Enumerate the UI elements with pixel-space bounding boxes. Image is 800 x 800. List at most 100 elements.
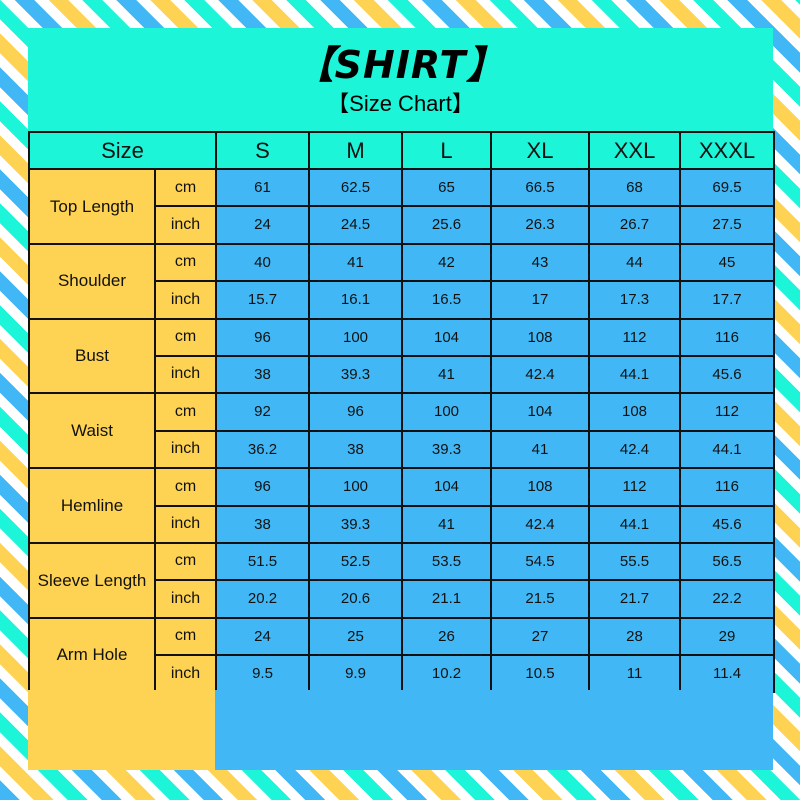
unit-label: cm bbox=[153, 167, 218, 208]
value-cell: 17.3 bbox=[588, 280, 682, 320]
value-cell: 104 bbox=[490, 392, 591, 432]
unit-label: cm bbox=[153, 541, 218, 582]
value-cell: 43 bbox=[490, 242, 591, 283]
value-cell: 41 bbox=[308, 242, 404, 283]
value-cell: 17.7 bbox=[679, 280, 776, 320]
table-row: inch 38 39.3 41 42.4 44.1 45.6 bbox=[29, 504, 776, 544]
value-cell: 44.1 bbox=[588, 504, 682, 544]
table-row: Bust cm 96 100 104 108 112 116 bbox=[28, 317, 776, 395]
value-cell: 16.1 bbox=[308, 280, 404, 320]
table-row: inch 20.2 20.6 21.1 21.5 21.7 22.2 bbox=[29, 579, 776, 619]
value-cell: 55.5 bbox=[588, 541, 682, 582]
value-cell: 54.5 bbox=[490, 541, 591, 582]
value-cell: 15.7 bbox=[215, 280, 311, 320]
value-cell: 68 bbox=[588, 167, 682, 208]
value-cell: 11 bbox=[588, 654, 682, 694]
value-cell: 42 bbox=[401, 242, 493, 283]
value-cell: 41 bbox=[401, 504, 493, 544]
value-cell: 65 bbox=[401, 167, 493, 208]
value-cell: 22.2 bbox=[679, 579, 776, 619]
value-cell: 45.6 bbox=[679, 354, 776, 395]
unit-label: cm bbox=[153, 616, 218, 657]
value-cell: 100 bbox=[308, 467, 404, 507]
value-cell: 17 bbox=[490, 280, 591, 320]
size-header-l: L bbox=[401, 131, 493, 170]
measurement-label: Waist bbox=[28, 392, 156, 470]
value-cell: 20.6 bbox=[308, 579, 404, 619]
value-cell: 25 bbox=[308, 616, 404, 657]
measurement-label: Top Length bbox=[28, 168, 156, 245]
value-cell: 100 bbox=[308, 317, 404, 357]
value-cell: 100 bbox=[401, 392, 493, 432]
value-cell: 42.4 bbox=[490, 354, 591, 395]
value-cell: 96 bbox=[215, 317, 311, 357]
measurement-label: Sleeve Length bbox=[28, 541, 156, 619]
unit-label: cm bbox=[153, 317, 218, 357]
value-cell: 27 bbox=[490, 616, 591, 657]
value-cell: 41 bbox=[401, 354, 493, 395]
value-cell: 42.4 bbox=[588, 429, 682, 470]
value-cell: 24 bbox=[215, 616, 311, 657]
value-cell: 66.5 bbox=[490, 167, 591, 208]
value-cell: 108 bbox=[588, 392, 682, 432]
value-cell: 11.4 bbox=[679, 654, 776, 694]
unit-label: inch bbox=[153, 280, 218, 320]
value-cell: 26 bbox=[401, 616, 493, 657]
value-cell: 38 bbox=[215, 504, 311, 544]
value-cell: 39.3 bbox=[308, 354, 404, 395]
table-row: inch 24 24.5 25.6 26.3 26.7 27.5 bbox=[29, 205, 776, 245]
unit-label: inch bbox=[153, 354, 218, 395]
value-cell: 9.9 bbox=[308, 654, 404, 694]
header-row: Size S M L XL XXL XXXL bbox=[27, 131, 776, 170]
value-cell: 44.1 bbox=[588, 354, 682, 395]
value-cell: 10.2 bbox=[401, 654, 493, 694]
unit-label: cm bbox=[153, 392, 218, 432]
value-cell: 21.5 bbox=[490, 579, 591, 619]
value-cell: 38 bbox=[308, 429, 404, 470]
measurement-label: Hemline bbox=[28, 467, 156, 544]
value-cell: 27.5 bbox=[679, 205, 776, 245]
value-cell: 39.3 bbox=[401, 429, 493, 470]
value-cell: 112 bbox=[679, 392, 776, 432]
value-cell: 28 bbox=[588, 616, 682, 657]
value-cell: 61 bbox=[215, 167, 311, 208]
table-row: inch 36.2 38 39.3 41 42.4 44.1 bbox=[29, 429, 776, 470]
product-title: 【SHIRT】 bbox=[295, 43, 506, 87]
table-row: inch 15.7 16.1 16.5 17 17.3 17.7 bbox=[29, 280, 776, 320]
value-cell: 10.5 bbox=[490, 654, 591, 694]
value-cell: 96 bbox=[215, 467, 311, 507]
size-header-m: M bbox=[308, 131, 404, 170]
value-cell: 20.2 bbox=[215, 579, 311, 619]
value-cell: 40 bbox=[215, 242, 311, 283]
size-header-xxl: XXL bbox=[588, 131, 682, 170]
size-header: Size bbox=[27, 131, 218, 170]
value-cell: 16.5 bbox=[401, 280, 493, 320]
value-cell: 116 bbox=[679, 317, 776, 357]
size-header-s: S bbox=[215, 131, 311, 170]
value-cell: 24 bbox=[215, 205, 311, 245]
table-row: Shoulder cm 40 41 42 43 44 45 bbox=[28, 242, 776, 320]
value-cell: 112 bbox=[588, 467, 682, 507]
value-cell: 53.5 bbox=[401, 541, 493, 582]
value-cell: 45.6 bbox=[679, 504, 776, 544]
value-cell: 52.5 bbox=[308, 541, 404, 582]
table-row: Hemline cm 96 100 104 108 112 116 bbox=[28, 467, 776, 544]
value-cell: 24.5 bbox=[308, 205, 404, 245]
table-row: Arm Hole cm 24 25 26 27 28 29 bbox=[28, 616, 776, 694]
value-cell: 62.5 bbox=[308, 167, 404, 208]
value-cell: 41 bbox=[490, 429, 591, 470]
value-cell: 26.3 bbox=[490, 205, 591, 245]
value-cell: 92 bbox=[215, 392, 311, 432]
unit-label: inch bbox=[153, 654, 218, 694]
table-row: inch 38 39.3 41 42.4 44.1 45.6 bbox=[29, 354, 776, 395]
unit-label: cm bbox=[153, 467, 218, 507]
unit-label: inch bbox=[153, 205, 218, 245]
size-header-xl: XL bbox=[490, 131, 591, 170]
footer-fill-left bbox=[28, 690, 215, 770]
value-cell: 112 bbox=[588, 317, 682, 357]
unit-label: inch bbox=[153, 579, 218, 619]
value-cell: 29 bbox=[679, 616, 776, 657]
value-cell: 39.3 bbox=[308, 504, 404, 544]
value-cell: 21.7 bbox=[588, 579, 682, 619]
measurement-label: Shoulder bbox=[28, 242, 156, 320]
